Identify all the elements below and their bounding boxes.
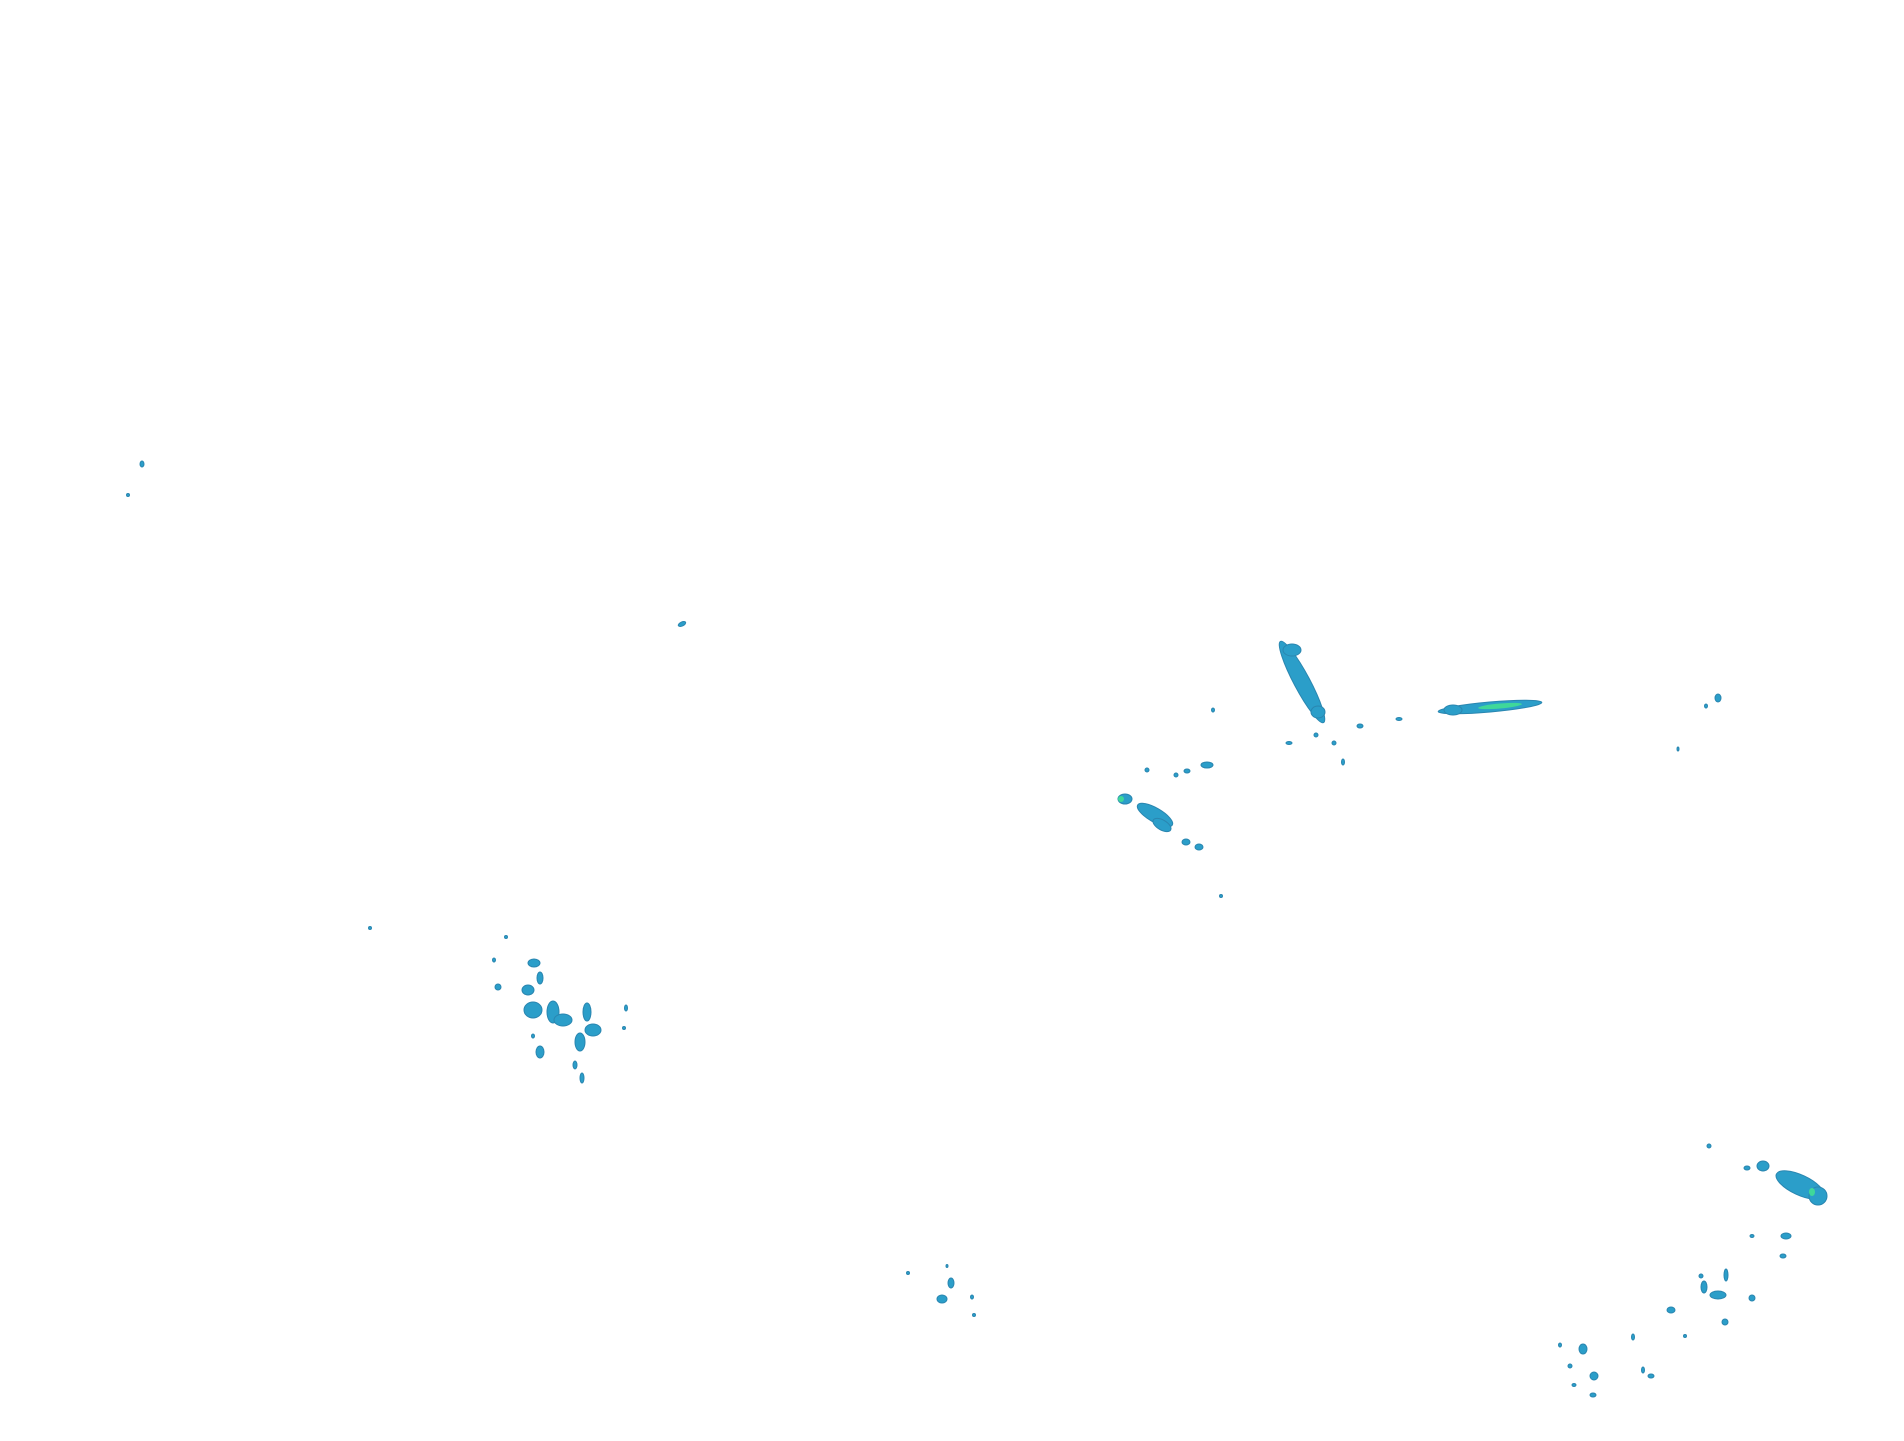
echo — [1700, 1280, 1708, 1294]
echo — [504, 935, 508, 939]
echo — [1331, 740, 1337, 746]
echo — [1709, 1290, 1727, 1300]
echo — [936, 1294, 948, 1304]
echo — [536, 971, 544, 985]
echo — [1278, 640, 1326, 724]
echo — [1589, 1392, 1597, 1398]
echo — [1721, 1318, 1729, 1326]
echo — [1704, 703, 1708, 709]
echo — [970, 1294, 974, 1300]
echo — [1341, 758, 1345, 766]
echo — [1144, 767, 1150, 773]
echo — [1282, 643, 1302, 657]
echo-group-southeast — [1558, 1143, 1828, 1398]
echo — [947, 1277, 955, 1289]
echo — [523, 1001, 543, 1019]
echo — [1558, 1342, 1562, 1348]
echo — [1578, 1343, 1588, 1355]
echo — [574, 1032, 586, 1052]
echo — [579, 1072, 585, 1084]
echo — [572, 1060, 578, 1070]
echo — [1666, 1306, 1676, 1314]
echo — [1219, 894, 1223, 898]
echo — [584, 1023, 602, 1037]
echo — [1683, 1334, 1687, 1338]
echo — [1194, 843, 1204, 851]
echo — [624, 1004, 628, 1012]
echo — [1173, 772, 1179, 778]
echo — [1356, 723, 1364, 729]
echo — [1756, 1160, 1770, 1172]
echo — [1743, 1165, 1751, 1171]
echo — [1183, 768, 1191, 774]
echo-group-middle — [1117, 761, 1223, 898]
echo — [1631, 1333, 1635, 1341]
echo-core — [1478, 702, 1522, 710]
echo — [1200, 761, 1214, 769]
echo — [1779, 1253, 1787, 1259]
echo — [582, 1002, 592, 1022]
echo — [1780, 1232, 1792, 1240]
echo-core — [1118, 796, 1124, 802]
echo-group-south — [906, 1264, 976, 1317]
echo — [1443, 704, 1463, 716]
echo — [1313, 732, 1319, 738]
echo — [1152, 817, 1172, 833]
echo — [1567, 1363, 1573, 1369]
echo — [1706, 1143, 1712, 1149]
echo — [1723, 1268, 1729, 1282]
echo — [972, 1313, 976, 1317]
echo — [1676, 746, 1680, 752]
echo — [535, 1045, 545, 1059]
echo — [1748, 1294, 1756, 1302]
echo — [1181, 838, 1191, 846]
echo — [126, 493, 130, 497]
echo — [1211, 707, 1215, 713]
echo — [521, 984, 535, 996]
echo — [1714, 693, 1722, 703]
echo-group-southwest — [492, 935, 628, 1084]
echo — [945, 1264, 949, 1268]
echo-group-central — [1211, 640, 1722, 766]
echo-group-west — [126, 460, 687, 930]
echo — [1641, 1366, 1645, 1374]
echo — [1571, 1383, 1577, 1387]
echo — [1589, 1371, 1599, 1381]
echo — [553, 1013, 573, 1027]
echo — [139, 460, 145, 468]
echo — [527, 958, 541, 968]
echo — [1310, 705, 1326, 719]
echo — [1749, 1234, 1755, 1238]
echo — [1285, 741, 1293, 745]
echo — [1395, 717, 1403, 721]
echo — [622, 1026, 626, 1030]
echo — [1698, 1273, 1704, 1279]
echo — [677, 621, 687, 627]
echo — [494, 983, 502, 991]
echo-core — [1809, 1188, 1815, 1196]
echo — [368, 926, 372, 930]
echo — [1647, 1373, 1655, 1379]
echo — [492, 957, 496, 963]
echo — [906, 1271, 910, 1275]
echo — [531, 1033, 535, 1039]
